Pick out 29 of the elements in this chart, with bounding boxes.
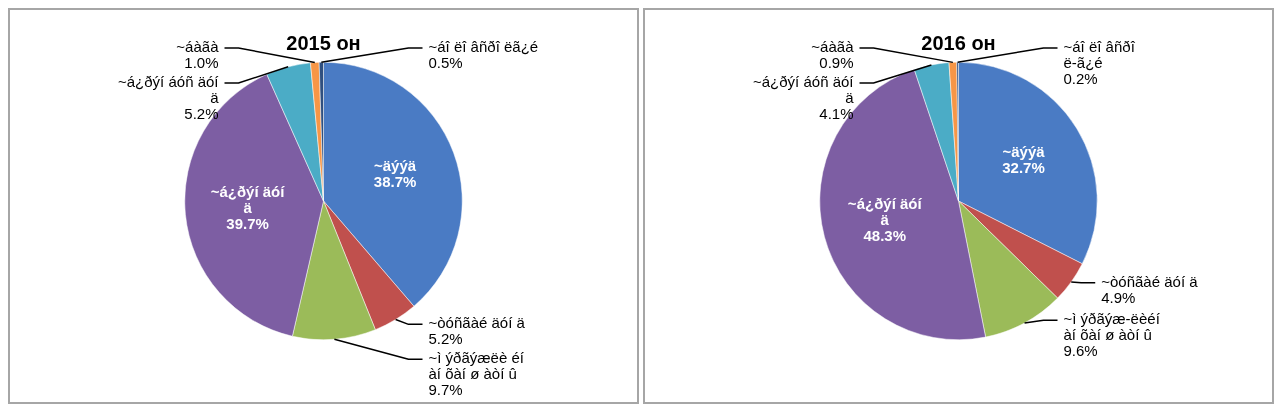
data-label: 9.6% xyxy=(1063,342,1098,360)
data-label: 4.1% xyxy=(819,105,854,123)
slice-label: ~á¿ðýí áóñ äóí ä xyxy=(753,73,855,107)
data-label: 9.7% xyxy=(428,381,463,399)
data-label: 32.7% xyxy=(1002,159,1045,177)
data-label: 0.9% xyxy=(819,54,854,72)
slice-label: ~ì ýðãýæëè éí àí õàí ø àòí û xyxy=(428,349,525,383)
slice-label: ~òóñãàé äóí ä xyxy=(1101,272,1199,290)
chart-title: 2015 он xyxy=(286,31,361,54)
slice-label: ~äýýä xyxy=(373,156,417,174)
slice-label: ~á¿ðýí äóí ä xyxy=(210,182,286,216)
data-label: 0.5% xyxy=(428,54,463,72)
data-label: 1.0% xyxy=(184,54,219,72)
slice-label: ~òóñãàé äóí ä xyxy=(428,314,526,332)
slice-label: ~áàãà xyxy=(811,38,855,56)
chart-title: 2016 он xyxy=(921,31,996,54)
slice-label: ~á¿ðýí äóí ä xyxy=(847,194,923,228)
slice-label: ~áàãà xyxy=(176,38,220,56)
slice-label: ~á¿ðýí áóñ äóí ä xyxy=(118,73,220,107)
data-label: 39.7% xyxy=(226,214,269,232)
slice-label: ~áî ëî âñðî ë-ã¿é xyxy=(1063,38,1136,72)
data-label: 0.2% xyxy=(1063,70,1098,88)
slice-label: ~ì ýðãýæ-ëèéí àí õàí ø àòí û xyxy=(1063,310,1161,344)
data-label: 48.3% xyxy=(863,226,907,244)
data-label: 5.2% xyxy=(428,330,463,348)
slice-label: ~áî ëî âñðî ëã¿é xyxy=(428,38,539,56)
slice-label: ~äýýä xyxy=(1002,143,1046,161)
data-label: 5.2% xyxy=(184,105,219,123)
data-label: 4.9% xyxy=(1101,288,1136,306)
